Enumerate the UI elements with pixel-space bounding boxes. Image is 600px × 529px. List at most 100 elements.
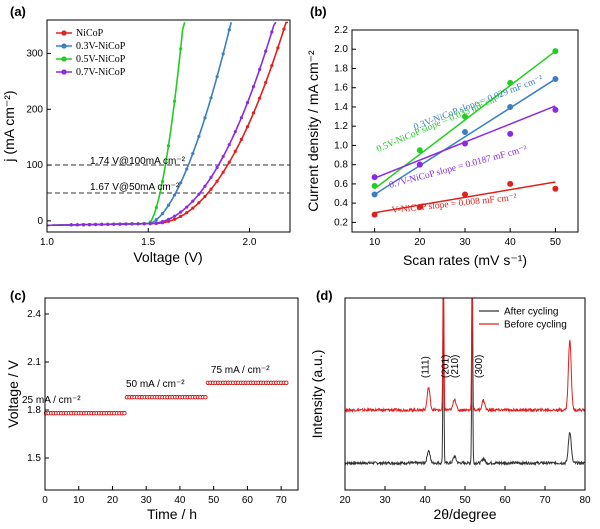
c-xtick-label: 60 bbox=[242, 495, 254, 506]
a-xtick-label: 1.0 bbox=[40, 237, 54, 248]
a-point-0 bbox=[233, 149, 237, 153]
b-ytick-label: 2.0 bbox=[334, 44, 348, 55]
a-point-3 bbox=[69, 223, 73, 227]
a-point-0 bbox=[197, 201, 201, 205]
d-xtick-label: 40 bbox=[419, 495, 431, 506]
c-point bbox=[284, 380, 289, 385]
c-point bbox=[122, 411, 127, 416]
b-fit-line-1 bbox=[374, 78, 556, 196]
d-legend-label: After cycling bbox=[504, 307, 558, 318]
a-point-3 bbox=[191, 199, 195, 203]
a-point-3 bbox=[264, 49, 268, 53]
b-point-1 bbox=[507, 103, 514, 110]
a-ytick-label: 300 bbox=[26, 48, 43, 59]
a-point-0 bbox=[203, 194, 207, 199]
annotation-50: 1.67 V@50mA cm⁻² bbox=[90, 182, 180, 193]
d-peak-label: (111) bbox=[421, 356, 432, 378]
d-xtick-label: 50 bbox=[459, 495, 471, 506]
a-point-3 bbox=[130, 222, 134, 226]
b-ytick-label: 2.2 bbox=[334, 25, 348, 36]
panel-c-xlabel: Time / h bbox=[147, 506, 197, 522]
b-point-1 bbox=[371, 191, 378, 198]
b-point-2 bbox=[507, 130, 514, 137]
a-point-0 bbox=[251, 111, 256, 115]
a-point-0 bbox=[270, 64, 274, 68]
a-ytick-label: 100 bbox=[26, 160, 43, 171]
panel-c: (c) 25 mA / cm⁻² 50 mA / cm⁻² 75 mA / cm⁻²… bbox=[5, 288, 299, 522]
a-point-3 bbox=[106, 222, 110, 226]
b-point-2 bbox=[552, 106, 559, 113]
a-point-3 bbox=[81, 223, 86, 227]
a-point-2 bbox=[172, 99, 177, 103]
a-point-1 bbox=[160, 212, 165, 216]
b-xtick-label: 50 bbox=[550, 237, 562, 248]
a-point-1 bbox=[209, 96, 213, 100]
c-xtick-label: 70 bbox=[276, 495, 288, 506]
a-point-3 bbox=[209, 175, 213, 179]
b-point-1 bbox=[462, 128, 468, 135]
d-series-line-0 bbox=[344, 297, 586, 467]
a-point-1 bbox=[185, 167, 189, 171]
a-point-3 bbox=[270, 30, 274, 34]
a-point-3 bbox=[221, 154, 225, 159]
a-legend-label: 0.7V-NiCoP bbox=[76, 67, 126, 78]
b-point-3 bbox=[462, 191, 468, 198]
a-series-line-1 bbox=[46, 22, 233, 227]
b-point-2 bbox=[416, 161, 423, 168]
a-point-2 bbox=[179, 47, 183, 51]
b-slope-label-3: V-NiCoP slope = 0.008 mF cm⁻² bbox=[391, 193, 517, 216]
a-legend-label: 0.3V-NiCoP bbox=[76, 41, 126, 52]
b-point-3 bbox=[371, 211, 378, 218]
c-segment-label-2: 75 mA / cm⁻² bbox=[211, 365, 270, 376]
a-point-0 bbox=[179, 214, 183, 218]
b-ytick-label: 0.6 bbox=[334, 179, 348, 190]
a-point-3 bbox=[179, 210, 183, 214]
a-point-3 bbox=[142, 222, 146, 226]
a-point-0 bbox=[172, 217, 177, 221]
c-ytick-label: 1.8 bbox=[27, 405, 41, 416]
annotation-100: 1.74 V@100mA cm⁻² bbox=[90, 156, 186, 167]
panel-d-label: (d) bbox=[316, 288, 333, 303]
b-slope-label-2: 0.7V-NiCoP slope = 0.0187 mF cm⁻² bbox=[388, 144, 528, 190]
b-ytick-label: 1.4 bbox=[334, 102, 348, 113]
b-ytick-label: 1.6 bbox=[334, 83, 348, 94]
c-xtick-label: 0 bbox=[42, 495, 48, 506]
d-xtick-label: 70 bbox=[539, 495, 551, 506]
a-point-1 bbox=[172, 193, 177, 197]
a-point-3 bbox=[233, 130, 237, 134]
a-series-line-0 bbox=[46, 21, 289, 227]
b-point-3 bbox=[552, 185, 559, 192]
a-point-1 bbox=[191, 151, 195, 156]
c-xtick-label: 50 bbox=[208, 495, 220, 506]
panel-b-label: (b) bbox=[310, 4, 327, 19]
b-point-3 bbox=[416, 203, 423, 210]
panel-c-ylabel: Voltage / V bbox=[5, 359, 21, 427]
c-ytick-label: 2.4 bbox=[27, 309, 41, 320]
a-legend-marker bbox=[61, 30, 67, 36]
a-point-0 bbox=[258, 96, 262, 100]
a-point-3 bbox=[94, 222, 98, 227]
a-point-0 bbox=[276, 46, 280, 50]
a-point-1 bbox=[179, 181, 183, 185]
b-point-0 bbox=[552, 48, 559, 55]
a-legend-marker bbox=[61, 69, 67, 75]
b-xtick-label: 30 bbox=[459, 237, 471, 248]
b-point-0 bbox=[416, 147, 423, 154]
c-xtick-label: 10 bbox=[73, 495, 85, 506]
panel-d-ylabel: Intensity (a.u.) bbox=[309, 350, 325, 439]
c-segment-label-0: 25 mA / cm⁻² bbox=[22, 395, 81, 406]
a-point-1 bbox=[203, 116, 207, 120]
b-slope-label-1: 0.3V-NiCoP slope = 0.029 mF cm⁻² bbox=[412, 74, 544, 133]
a-point-3 bbox=[154, 221, 158, 225]
a-point-3 bbox=[124, 222, 128, 226]
a-point-3 bbox=[172, 214, 177, 218]
b-point-2 bbox=[371, 174, 378, 181]
a-point-3 bbox=[166, 217, 171, 221]
c-point bbox=[203, 395, 208, 400]
a-point-1 bbox=[154, 218, 158, 222]
a-ytick-label: 200 bbox=[26, 104, 43, 115]
c-segment-label-1: 50 mA / cm⁻² bbox=[126, 379, 185, 390]
a-point-3 bbox=[258, 67, 262, 72]
a-point-3 bbox=[215, 165, 219, 170]
